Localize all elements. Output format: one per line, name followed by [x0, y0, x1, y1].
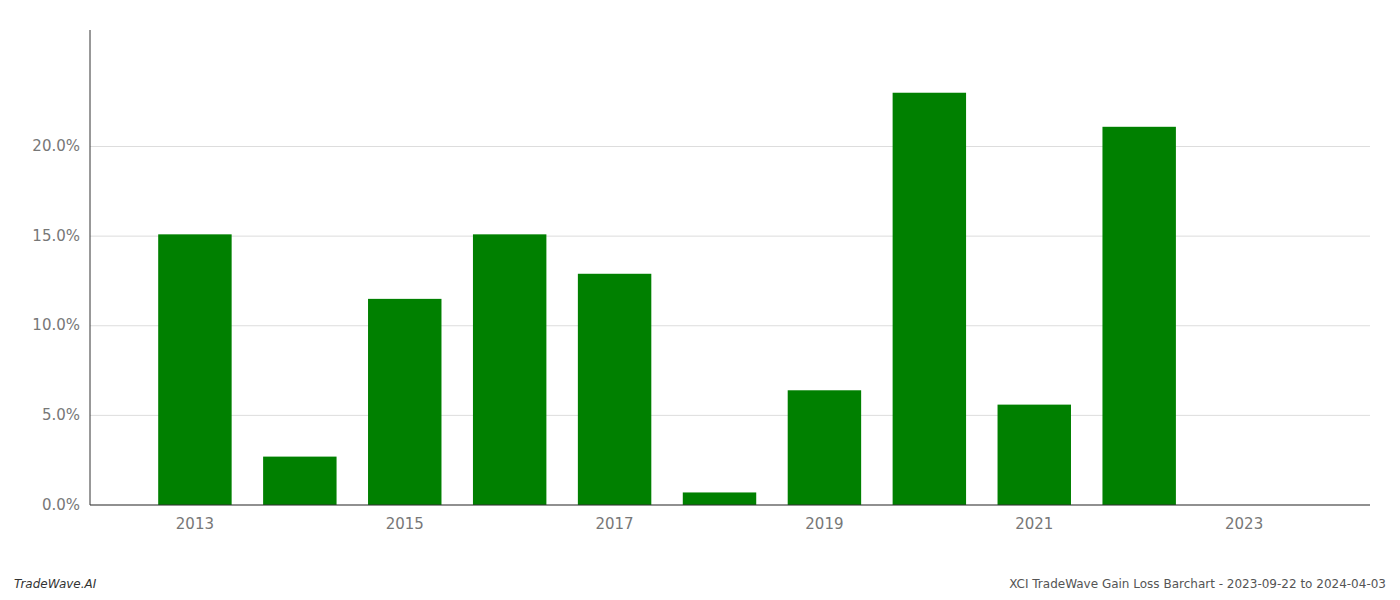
footer-text: XCI TradeWave Gain Loss Barchart - 2023-… [1009, 577, 1386, 591]
grid [90, 147, 1370, 505]
y-tick-label: 20.0% [32, 137, 80, 155]
x-tick-label: 2019 [805, 515, 843, 533]
bar [158, 234, 231, 505]
grid-line [90, 236, 1370, 237]
x-axis-line [90, 505, 1370, 506]
chart: 0.0% 5.0% 10.0% 15.0% 20.0% 2013 2015 2017 2019 2… [0, 0, 1400, 600]
bar [263, 457, 336, 505]
axes: 0.0% 5.0% 10.0% 15.0% 20.0% 2013 2015 2017 2019 2… [32, 30, 1370, 533]
y-tick-label: 0.0% [42, 496, 80, 514]
bar [788, 390, 861, 505]
bar [473, 234, 546, 505]
grid-line [90, 146, 1370, 147]
chart-container: 0.0% 5.0% 10.0% 15.0% 20.0% 2013 2015 2017 2019 2… [0, 0, 1400, 600]
x-tick-label: 2013 [176, 515, 214, 533]
bar [1102, 127, 1175, 505]
x-tick-label: 2021 [1015, 515, 1053, 533]
bar [893, 93, 966, 505]
y-tick-label: 10.0% [32, 316, 80, 334]
x-tick-label: 2015 [386, 515, 424, 533]
bar [578, 274, 651, 505]
bar [683, 492, 756, 505]
grid-line [90, 415, 1370, 416]
bar [998, 405, 1071, 505]
bars [158, 93, 1176, 505]
y-axis-line [90, 30, 91, 505]
grid-line [90, 505, 1370, 506]
x-tick-label: 2017 [595, 515, 633, 533]
x-tick-label: 2023 [1225, 515, 1263, 533]
y-tick-label: 15.0% [32, 227, 80, 245]
grid-line [90, 325, 1370, 326]
bar [368, 299, 441, 505]
y-tick-label: 5.0% [42, 406, 80, 424]
footer-text: TradeWave.AI [14, 577, 97, 591]
